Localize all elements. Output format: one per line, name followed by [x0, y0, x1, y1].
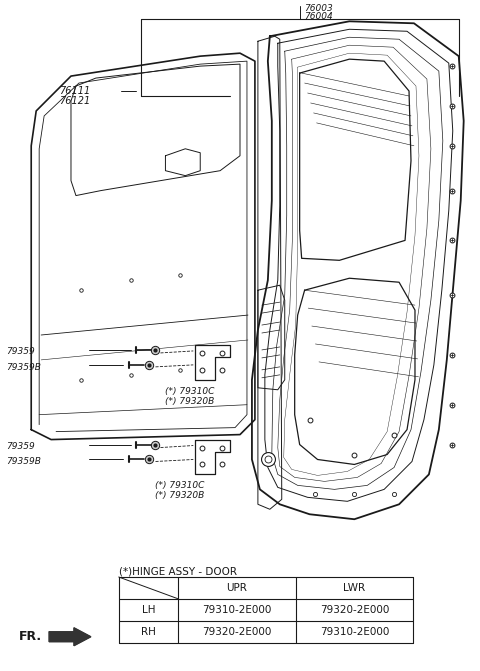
Text: (*) 79310C: (*) 79310C	[166, 386, 215, 396]
Text: 76003: 76003	[305, 5, 334, 13]
Text: 79320-2E000: 79320-2E000	[203, 627, 272, 637]
Text: LH: LH	[142, 605, 156, 615]
Text: FR.: FR.	[19, 630, 42, 643]
Text: (*)HINGE ASSY - DOOR: (*)HINGE ASSY - DOOR	[119, 566, 237, 576]
Text: UPR: UPR	[227, 583, 248, 593]
Text: LWR: LWR	[343, 583, 365, 593]
Text: RH: RH	[141, 627, 156, 637]
Text: (*) 79310C: (*) 79310C	[156, 481, 205, 491]
Text: 79310-2E000: 79310-2E000	[320, 627, 389, 637]
Polygon shape	[49, 628, 91, 646]
Text: (*) 79320B: (*) 79320B	[166, 397, 215, 406]
Text: (*) 79320B: (*) 79320B	[156, 491, 205, 501]
Text: 79359B: 79359B	[6, 458, 41, 466]
Text: 79310-2E000: 79310-2E000	[203, 605, 272, 615]
Text: 79359: 79359	[6, 347, 35, 356]
Text: 79359: 79359	[6, 442, 35, 450]
Text: 76121: 76121	[59, 96, 90, 106]
Text: 79320-2E000: 79320-2E000	[320, 605, 389, 615]
Text: 79359B: 79359B	[6, 363, 41, 372]
Text: 76111: 76111	[59, 86, 90, 96]
Text: 76004: 76004	[305, 12, 334, 21]
